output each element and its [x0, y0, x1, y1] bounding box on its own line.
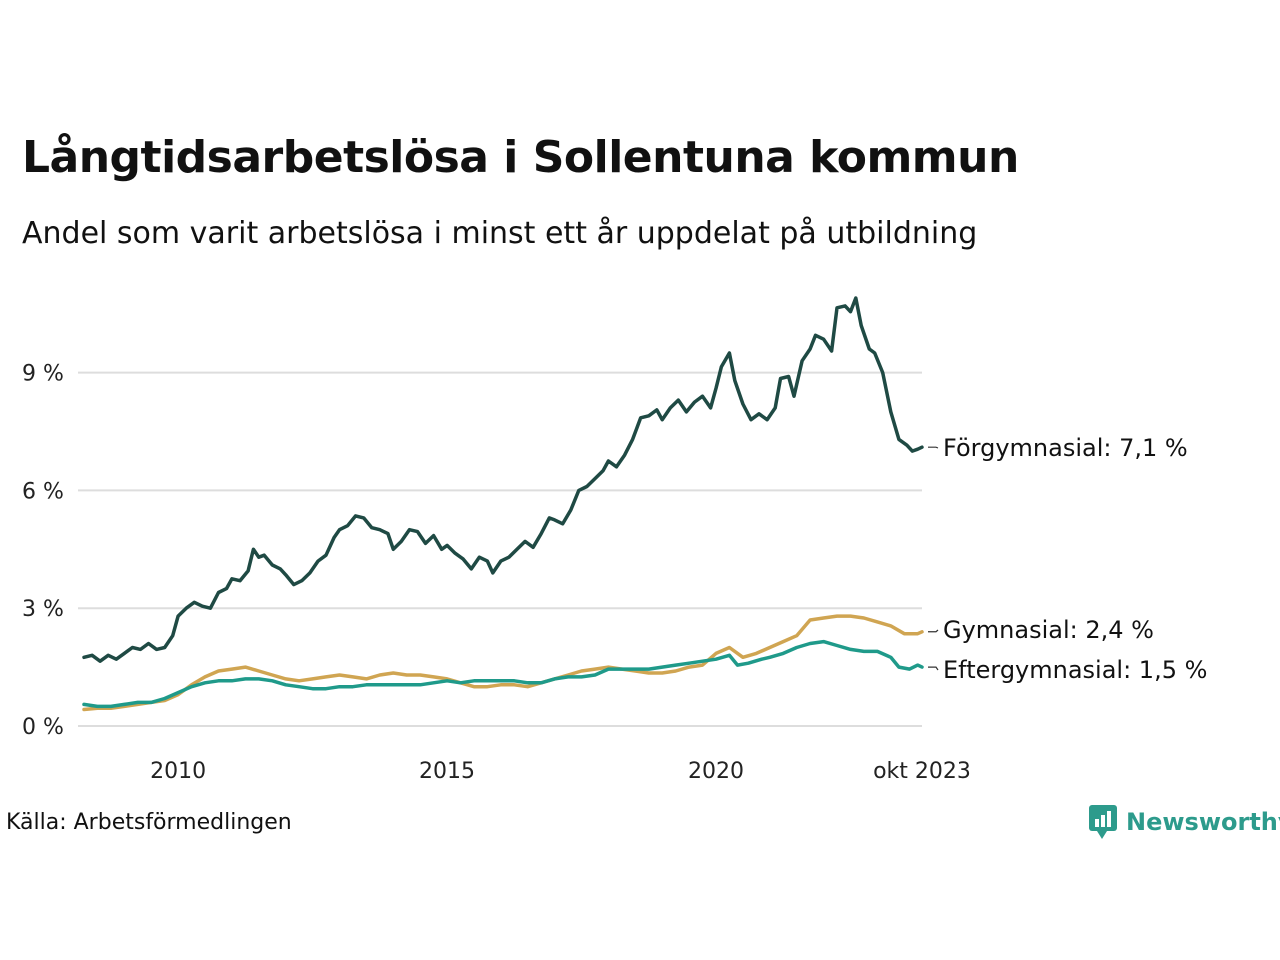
leader-line-gymnasial	[928, 629, 939, 633]
end-label-gymnasial: Gymnasial: 2,4 %	[943, 616, 1154, 644]
chart-subtitle: Andel som varit arbetslösa i minst ett å…	[22, 216, 978, 251]
y-tick-label: 6 %	[22, 479, 64, 504]
end-label-förgymnasial: Förgymnasial: 7,1 %	[943, 434, 1188, 462]
newsworthy-logo: Newsworthy	[1088, 804, 1280, 840]
series-line-eftergymnasial	[82, 639, 924, 709]
source-note: Källa: Arbetsförmedlingen	[6, 810, 292, 835]
bar-chart-speech-bubble-icon	[1089, 805, 1117, 839]
brand-name: Newsworthy	[1126, 808, 1280, 836]
y-tick-label: 0 %	[22, 715, 64, 740]
x-tick-label: 2010	[150, 759, 206, 784]
y-tick-label: 3 %	[22, 597, 64, 622]
end-label-eftergymnasial: Eftergymnasial: 1,5 %	[943, 656, 1207, 684]
chart-title: Långtidsarbetslösa i Sollentuna kommun	[22, 132, 1019, 183]
x-tick-label: 2020	[688, 759, 744, 784]
y-tick-label: 9 %	[22, 362, 64, 387]
leader-line-eftergymnasial	[928, 666, 939, 671]
x-tick-label: 2015	[419, 759, 475, 784]
series-line-gymnasial	[82, 614, 924, 712]
series-line-förgymnasial	[82, 296, 924, 663]
x-tick-label: okt 2023	[873, 759, 971, 784]
leader-line-förgymnasial	[928, 446, 939, 449]
